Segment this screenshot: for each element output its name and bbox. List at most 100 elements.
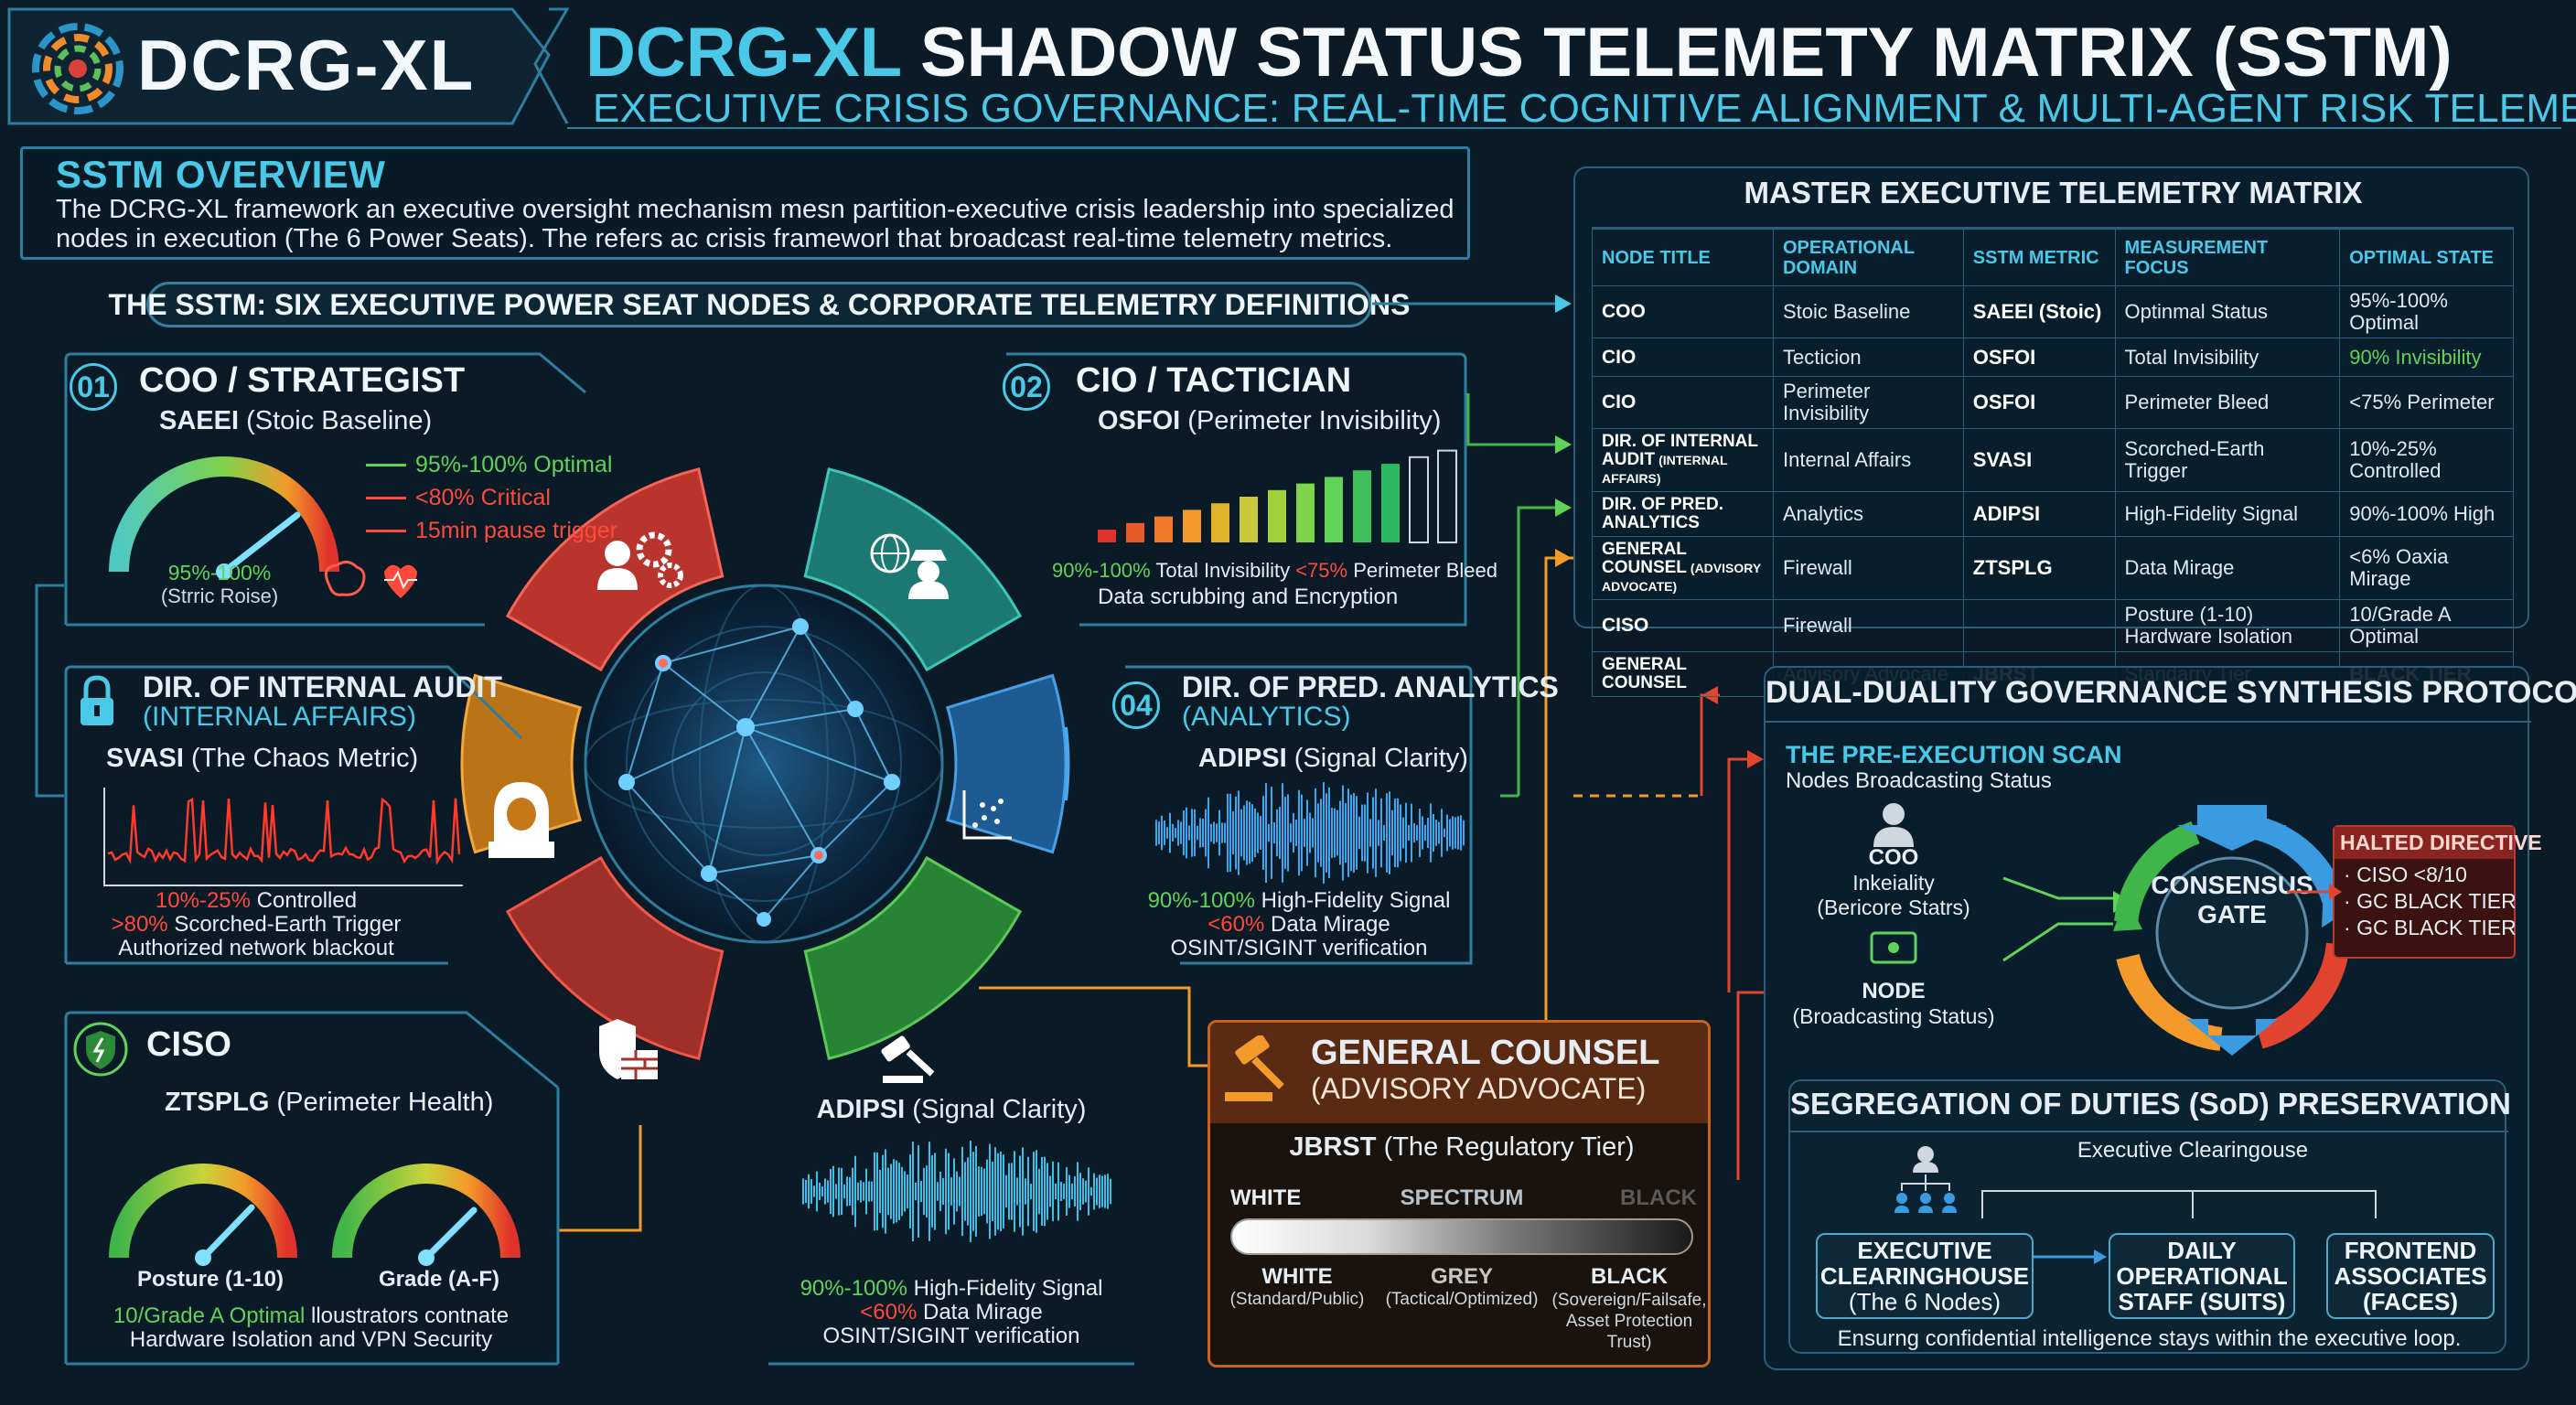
shield-firewall-icon bbox=[599, 1019, 658, 1079]
posture-gauge bbox=[109, 1164, 297, 1266]
page-title: DCRG-XL SHADOW STATUS TELEMETY MATRIX (S… bbox=[585, 13, 2453, 92]
audit-chaos-chart bbox=[103, 788, 463, 886]
cio-bar bbox=[1154, 516, 1173, 542]
gavel-signal-icon bbox=[881, 1035, 935, 1083]
matrix-node-title: GENERAL COUNSEL bbox=[1602, 655, 1687, 692]
coo-gauge-needle bbox=[220, 511, 301, 575]
wheel-signal-note-1-value: 90%-100% bbox=[800, 1276, 907, 1301]
segment-cio bbox=[803, 467, 1023, 672]
matrix-cell-focus: Data Mirage bbox=[2114, 536, 2341, 600]
ciso-metric-desc: (Perimeter Health) bbox=[276, 1088, 494, 1117]
wheel-signal-panel: ADIPSI (Signal Clarity) 90%-100% High-Fi… bbox=[768, 1066, 1134, 1367]
header-frame bbox=[7, 7, 2561, 129]
matrix-cell-state: 10/Grade A Optimal bbox=[2339, 599, 2514, 652]
matrix-cell-domain: Stoic Baseline bbox=[1772, 285, 1964, 338]
lock-icon bbox=[80, 675, 113, 725]
cio-bar bbox=[1211, 503, 1229, 542]
ciso-gauge-1-label: Posture (1-10) bbox=[136, 1267, 284, 1292]
matrix-col-state: OPTIMAL STATE bbox=[2339, 229, 2514, 286]
consensus-gate-1: CONSENSUS bbox=[2151, 871, 2313, 899]
gc-tier-black-name: BLACK bbox=[1591, 1264, 1668, 1289]
matrix-row: CIO Tecticion OSFOI Total Invisibility 90% I… bbox=[1592, 338, 2514, 377]
audit-panel: DIR. OF INTERNAL AUDIT (INTERNAL AFFAIRS… bbox=[64, 665, 523, 967]
matrix-cell-state: 10%-25% Controlled bbox=[2339, 428, 2514, 492]
gc-tier-grey: GREY (Tactical/Optimized) bbox=[1375, 1264, 1549, 1310]
cio-metric: OSFOI (Perimeter Invisibility) bbox=[1098, 407, 1441, 434]
matrix-focus-text: Data Mirage bbox=[2124, 556, 2235, 579]
spy-globe-icon bbox=[870, 533, 949, 599]
halted-item-3-text: GC BLACK TIER bbox=[2356, 916, 2517, 939]
overview-line-2: nodes in execution (The 6 Power Seats). … bbox=[56, 224, 1393, 253]
matrix-node-title: CISO bbox=[1602, 615, 1649, 636]
strategist-gear-icon bbox=[597, 531, 683, 590]
sod-title: SEGREGATION OF DUTIES (SoD) PRESERVATION bbox=[1790, 1087, 2511, 1121]
dual-title: DUAL-DUALITY GOVERNANCE SYNTHESIS PROTOC… bbox=[1766, 675, 2576, 710]
dual-node-label: NODE bbox=[1862, 979, 1926, 1003]
audit-note-1: 10%-25% Controlled bbox=[64, 888, 448, 914]
pred-metric-code: ADIPSI bbox=[1198, 744, 1287, 773]
matrix-row: DIR. OF PRED. ANALYTICS Analytics ADIPSI Hi… bbox=[1592, 491, 2514, 537]
cio-number: 02 bbox=[1003, 363, 1050, 411]
gc-tier-white-name: WHITE bbox=[1261, 1264, 1333, 1289]
matrix-focus-text: High-Fidelity Signal bbox=[2124, 502, 2299, 525]
header: DCRG-XL DCRG-XL SHADOW STATUS TELEMETY M… bbox=[0, 0, 2576, 137]
cio-metric-code: OSFOI bbox=[1098, 406, 1181, 435]
title-prefix: DCRG-XL bbox=[585, 14, 901, 91]
matrix-cell-metric bbox=[1962, 599, 2116, 652]
matrix-cell-state: <75% Perimeter bbox=[2339, 376, 2514, 429]
gc-subtitle: (ADVISORY ADVOCATE) bbox=[1311, 1072, 1647, 1105]
title-rest: SHADOW STATUS TELEMETY MATRIX (SSTM) bbox=[919, 14, 2453, 91]
coo-title: COO / STRATEGIST bbox=[139, 361, 466, 400]
gc-header-band bbox=[1210, 1023, 1708, 1123]
pred-number: 04 bbox=[1112, 681, 1160, 729]
gc-metric-code: JBRST bbox=[1289, 1132, 1377, 1162]
matrix-focus-text: Posture (1-10) bbox=[2124, 603, 2254, 626]
overview: SSTM OVERVIEW The DCRG-XL framework an e… bbox=[20, 146, 1470, 260]
cio-bar bbox=[1296, 483, 1315, 542]
matrix-body: COO Stoic Baseline SAEEI (Stoic) Optinmal S… bbox=[1592, 285, 2514, 697]
cio-panel: 02 CIO / TACTICIAN OSFOI (Perimeter Invi… bbox=[951, 352, 1497, 627]
hooded-hacker-icon bbox=[488, 782, 554, 858]
pred-note-2-value: <60% bbox=[1208, 912, 1265, 937]
pred-frame bbox=[1125, 665, 1473, 965]
audit-note-1-value: 10%-25% bbox=[155, 888, 251, 913]
coo-legend: 95%-100% Optimal <80% Critical 15min pau… bbox=[366, 448, 617, 547]
gc-spectrum-bar bbox=[1230, 1218, 1693, 1255]
gc-scale-right: BLACK bbox=[1620, 1185, 1697, 1210]
matrix-node-title: GENERAL COUNSEL bbox=[1602, 540, 1687, 577]
pred-subtitle: (ANALYTICS) bbox=[1182, 702, 1351, 732]
overview-title: SSTM OVERVIEW bbox=[56, 153, 386, 196]
matrix-focus-text: Total Invisibility bbox=[2124, 345, 2259, 369]
cio-bar bbox=[1183, 509, 1201, 542]
wheel-signal-note-2-text: Data Mirage bbox=[923, 1300, 1043, 1325]
halted-item-1: · CISO <8/10 bbox=[2344, 863, 2467, 886]
matrix-row: CIO Perimeter Invisibility OSFOI Perimeter … bbox=[1592, 376, 2514, 429]
pred-title: DIR. OF PRED. ANALYTICS bbox=[1182, 670, 1559, 703]
coo-legend-pause: 15min pause trigger bbox=[415, 517, 617, 543]
logo-text: DCRG-XL bbox=[137, 25, 476, 105]
node-server-icon bbox=[1870, 931, 1917, 964]
matrix-table: NODE TITLE OPERATIONAL DOMAIN SSTM METRI… bbox=[1592, 229, 2514, 697]
matrix-cell-focus: Posture (1-10) Hardware Isolation bbox=[2114, 599, 2341, 652]
cio-note: 90%-100% Total Invisibility <75% Perimet… bbox=[1052, 559, 1497, 583]
consensus-gate: CONSENSUS GATE bbox=[2141, 871, 2324, 929]
halted-item-1-text: CISO <8/10 bbox=[2356, 863, 2467, 886]
sod-panel: SEGREGATION OF DUTIES (SoD) PRESERVATION… bbox=[1788, 1079, 2511, 1354]
coo-gauge-caption: (Strric Roise) bbox=[160, 585, 279, 607]
brain-heart-icon bbox=[324, 561, 417, 598]
overview-line-1: The DCRG-XL framework an executive overs… bbox=[56, 195, 1454, 224]
coo-metric-code: SAEEI bbox=[159, 406, 240, 435]
dual-coo-sub2: (Bericore Statrs) bbox=[1817, 896, 1970, 919]
audit-subtitle: (INTERNAL AFFAIRS) bbox=[143, 702, 416, 732]
gc-tier-black-desc: (Sovereign/Failsafe, Asset Protection Tr… bbox=[1551, 1291, 1707, 1352]
matrix-cell-focus: High-Fidelity Signal bbox=[2114, 491, 2341, 537]
gc-tier-white: WHITE (Standard/Public) bbox=[1219, 1264, 1375, 1310]
cio-bar bbox=[1268, 489, 1286, 542]
coo-node-icon bbox=[1873, 803, 1914, 847]
matrix-row: DIR. OF INTERNAL AUDIT (INTERNAL AFFAIRS)… bbox=[1592, 428, 2514, 492]
matrix-title: MASTER EXECUTIVE TELEMETRY MATRIX bbox=[1744, 176, 2363, 209]
pred-note-2-text: Data Mirage bbox=[1271, 912, 1390, 937]
audit-metric: SVASI (The Chaos Metric) bbox=[106, 744, 418, 774]
halt-arrow bbox=[2287, 884, 2342, 900]
matrix-cell-focus: Scorched-Earth Trigger bbox=[2114, 428, 2341, 492]
